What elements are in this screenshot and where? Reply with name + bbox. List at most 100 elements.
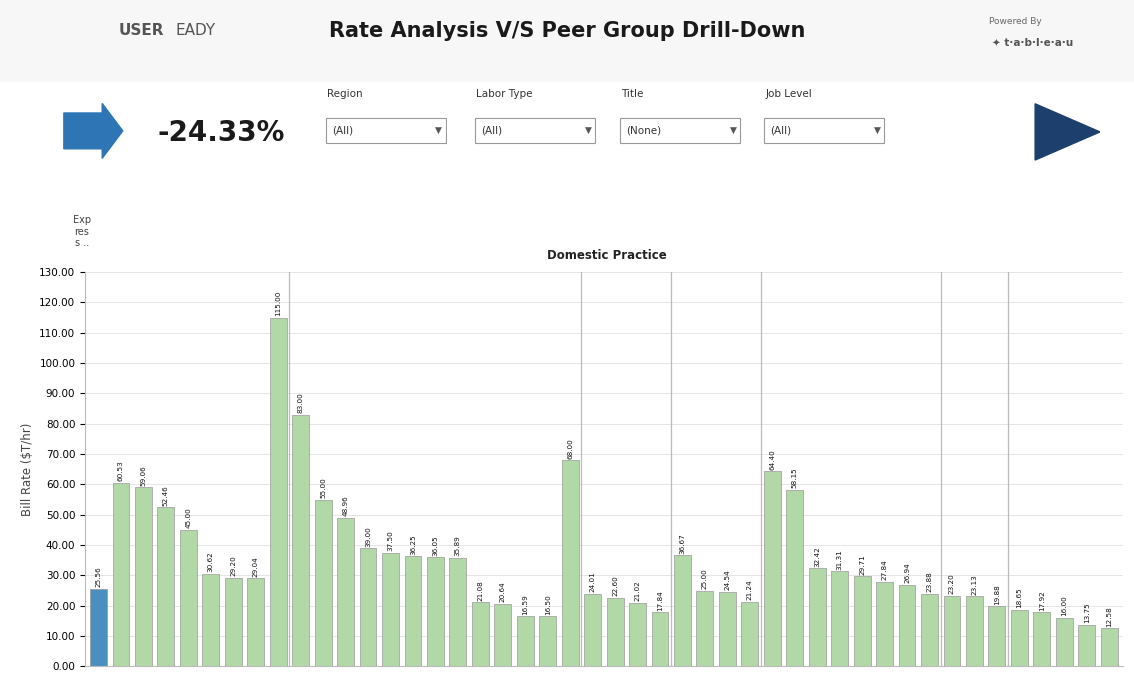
Bar: [786, 490, 803, 666]
Text: 23.13: 23.13: [972, 574, 978, 595]
FancyBboxPatch shape: [764, 118, 885, 143]
Bar: [180, 530, 197, 666]
Text: 21.24: 21.24: [747, 579, 753, 600]
Text: (All): (All): [770, 126, 792, 135]
Bar: [337, 518, 354, 666]
Text: 55.00: 55.00: [320, 477, 327, 498]
Bar: [428, 557, 443, 666]
Text: 20.64: 20.64: [500, 581, 506, 602]
Text: 17.92: 17.92: [1039, 590, 1044, 611]
Text: USER: USER: [119, 23, 164, 38]
Text: -24.33%: -24.33%: [158, 118, 285, 147]
Bar: [449, 558, 466, 666]
Text: 59.06: 59.06: [141, 465, 146, 486]
Bar: [472, 602, 489, 666]
Text: 27.84: 27.84: [881, 560, 888, 581]
Bar: [158, 507, 175, 666]
Bar: [719, 592, 736, 666]
Bar: [225, 578, 242, 666]
Bar: [315, 500, 331, 666]
Bar: [629, 602, 646, 666]
Text: 29.71: 29.71: [860, 554, 865, 575]
Bar: [293, 415, 310, 666]
FancyBboxPatch shape: [475, 118, 595, 143]
Text: 36.05: 36.05: [432, 534, 439, 556]
Text: ▼: ▼: [729, 126, 736, 135]
FancyBboxPatch shape: [325, 118, 446, 143]
FancyBboxPatch shape: [620, 118, 741, 143]
Text: 37.50: 37.50: [388, 530, 393, 551]
Bar: [898, 585, 915, 666]
Text: 25.00: 25.00: [702, 568, 708, 589]
Text: (All): (All): [331, 126, 353, 135]
Text: 39.00: 39.00: [365, 526, 371, 547]
Bar: [652, 612, 668, 666]
Text: 29.20: 29.20: [230, 556, 236, 576]
Text: 30.62: 30.62: [208, 551, 214, 572]
Bar: [877, 582, 892, 666]
Bar: [112, 483, 129, 666]
Bar: [1033, 612, 1050, 666]
Text: (None): (None): [626, 126, 661, 135]
Text: 24.54: 24.54: [725, 570, 730, 590]
Text: 45.00: 45.00: [185, 507, 192, 528]
Bar: [90, 589, 107, 666]
Text: 16.50: 16.50: [544, 594, 551, 615]
Bar: [247, 578, 264, 666]
Bar: [1078, 625, 1095, 666]
Bar: [854, 576, 871, 666]
Bar: [966, 596, 983, 666]
Text: 36.67: 36.67: [679, 533, 685, 554]
Text: 23.20: 23.20: [949, 574, 955, 594]
Text: 25.56: 25.56: [95, 566, 102, 588]
Text: 21.08: 21.08: [477, 580, 483, 601]
Text: ✦ t·a·b·l·e·a·u: ✦ t·a·b·l·e·a·u: [992, 37, 1074, 48]
Text: 36.25: 36.25: [411, 534, 416, 555]
Text: (All): (All): [481, 126, 502, 135]
Text: 31.31: 31.31: [837, 549, 843, 570]
Text: 35.89: 35.89: [455, 535, 460, 556]
Bar: [1056, 618, 1073, 666]
Bar: [382, 553, 399, 666]
Text: Labor Type: Labor Type: [476, 88, 533, 99]
Text: 13.75: 13.75: [1084, 602, 1090, 623]
Text: Powered By: Powered By: [989, 17, 1041, 26]
Text: Exp
res
s ..: Exp res s ..: [73, 215, 91, 248]
Text: 83.00: 83.00: [297, 392, 304, 413]
Text: 17.84: 17.84: [657, 590, 663, 611]
Text: EADY: EADY: [176, 23, 215, 38]
Text: 19.88: 19.88: [993, 584, 1000, 605]
Text: Job Level: Job Level: [765, 88, 812, 99]
Bar: [742, 602, 759, 666]
Bar: [607, 598, 624, 666]
Text: 22.60: 22.60: [612, 575, 618, 596]
Bar: [270, 318, 287, 666]
Bar: [1010, 610, 1027, 666]
Text: 68.00: 68.00: [567, 438, 573, 458]
Bar: [359, 548, 376, 666]
Text: 52.46: 52.46: [163, 485, 169, 506]
Text: 23.88: 23.88: [926, 572, 932, 592]
Bar: [764, 471, 780, 666]
Text: 18.65: 18.65: [1016, 588, 1023, 609]
Text: ▼: ▼: [434, 126, 441, 135]
Text: 64.40: 64.40: [769, 449, 776, 469]
Text: 60.53: 60.53: [118, 460, 124, 481]
Bar: [696, 590, 713, 666]
Text: 48.96: 48.96: [342, 496, 348, 516]
Bar: [135, 488, 152, 666]
Bar: [540, 616, 556, 666]
Text: Region: Region: [327, 88, 362, 99]
Text: 12.58: 12.58: [1106, 606, 1112, 627]
Bar: [517, 616, 534, 666]
Text: 26.94: 26.94: [904, 562, 911, 583]
Bar: [405, 556, 422, 666]
Y-axis label: Bill Rate ($T/hr): Bill Rate ($T/hr): [20, 422, 34, 516]
Bar: [494, 604, 511, 666]
Bar: [831, 571, 848, 666]
Text: 32.42: 32.42: [814, 546, 820, 566]
Text: 29.04: 29.04: [253, 556, 259, 577]
Bar: [674, 555, 691, 666]
Bar: [202, 573, 219, 666]
Bar: [921, 594, 938, 666]
